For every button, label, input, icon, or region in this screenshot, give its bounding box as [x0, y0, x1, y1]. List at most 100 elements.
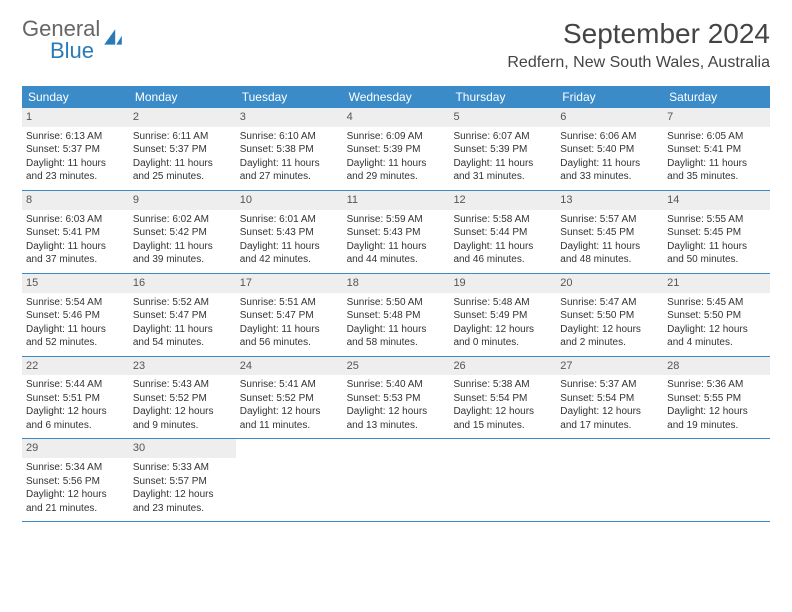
daylight-line: Daylight: 11 hours and 58 minutes. — [347, 323, 446, 350]
sunrise-line: Sunrise: 5:52 AM — [133, 296, 232, 310]
day-cell: 23Sunrise: 5:43 AMSunset: 5:52 PMDayligh… — [129, 357, 236, 439]
sunrise-line: Sunrise: 5:33 AM — [133, 461, 232, 475]
weekday-header: Tuesday — [236, 86, 343, 108]
week-row: 15Sunrise: 5:54 AMSunset: 5:46 PMDayligh… — [22, 274, 770, 357]
title-block: September 2024 Redfern, New South Wales,… — [507, 18, 770, 72]
sunrise-line: Sunrise: 5:48 AM — [453, 296, 552, 310]
sunset-line: Sunset: 5:43 PM — [347, 226, 446, 240]
sunrise-line: Sunrise: 6:01 AM — [240, 213, 339, 227]
day-cell — [449, 439, 556, 521]
day-cell: 11Sunrise: 5:59 AMSunset: 5:43 PMDayligh… — [343, 191, 450, 273]
day-cell: 18 Sunrise: 5:50 AMSunset: 5:48 PMDayligh… — [343, 274, 450, 356]
sunset-line: Sunset: 5:50 PM — [667, 309, 766, 323]
sunrise-line: Sunrise: 6:06 AM — [560, 130, 659, 144]
daylight-line: Daylight: 11 hours and 48 minutes. — [560, 240, 659, 267]
weekday-header-row: SundayMondayTuesdayWednesdayThursdayFrid… — [22, 86, 770, 108]
day-number: 11 — [343, 191, 450, 210]
daylight-line: Daylight: 11 hours and 25 minutes. — [133, 157, 232, 184]
sunset-line: Sunset: 5:41 PM — [667, 143, 766, 157]
day-number: 17 — [236, 274, 343, 293]
sunset-line: Sunset: 5:46 PM — [26, 309, 125, 323]
sunset-line: Sunset: 5:53 PM — [347, 392, 446, 406]
day-number: 24 — [236, 357, 343, 376]
location: Redfern, New South Wales, Australia — [507, 54, 770, 72]
day-number: 22 — [22, 357, 129, 376]
day-number: 28 — [663, 357, 770, 376]
daylight-line: Daylight: 11 hours and 23 minutes. — [26, 157, 125, 184]
daylight-line: Daylight: 11 hours and 54 minutes. — [133, 323, 232, 350]
day-cell: 6Sunrise: 6:06 AMSunset: 5:40 PMDaylight… — [556, 108, 663, 190]
sunset-line: Sunset: 5:49 PM — [453, 309, 552, 323]
weekday-header: Wednesday — [343, 86, 450, 108]
day-cell — [556, 439, 663, 521]
day-cell: 27Sunrise: 5:37 AMSunset: 5:54 PMDayligh… — [556, 357, 663, 439]
month-title: September 2024 — [507, 18, 770, 50]
sunrise-line: Sunrise: 6:09 AM — [347, 130, 446, 144]
weekday-header: Friday — [556, 86, 663, 108]
day-cell: 28Sunrise: 5:36 AMSunset: 5:55 PMDayligh… — [663, 357, 770, 439]
daylight-line: Daylight: 11 hours and 31 minutes. — [453, 157, 552, 184]
day-number: 15 — [22, 274, 129, 293]
daylight-line: Daylight: 12 hours and 15 minutes. — [453, 405, 552, 432]
day-cell: 3Sunrise: 6:10 AMSunset: 5:38 PMDaylight… — [236, 108, 343, 190]
day-number: 5 — [449, 108, 556, 127]
sunrise-line: Sunrise: 5:55 AM — [667, 213, 766, 227]
day-number: 20 — [556, 274, 663, 293]
sunrise-line: Sunrise: 5:44 AM — [26, 378, 125, 392]
sunset-line: Sunset: 5:47 PM — [240, 309, 339, 323]
daylight-line: Daylight: 11 hours and 27 minutes. — [240, 157, 339, 184]
daylight-line: Daylight: 11 hours and 35 minutes. — [667, 157, 766, 184]
daylight-line: Daylight: 11 hours and 50 minutes. — [667, 240, 766, 267]
daylight-line: Daylight: 12 hours and 21 minutes. — [26, 488, 125, 515]
sunset-line: Sunset: 5:52 PM — [240, 392, 339, 406]
sunrise-line: Sunrise: 6:13 AM — [26, 130, 125, 144]
daylight-line: Daylight: 11 hours and 33 minutes. — [560, 157, 659, 184]
day-number: 14 — [663, 191, 770, 210]
sunrise-line: Sunrise: 6:10 AM — [240, 130, 339, 144]
day-cell: 1Sunrise: 6:13 AMSunset: 5:37 PMDaylight… — [22, 108, 129, 190]
weekday-header: Monday — [129, 86, 236, 108]
day-cell: 25Sunrise: 5:40 AMSunset: 5:53 PMDayligh… — [343, 357, 450, 439]
week-row: 22Sunrise: 5:44 AMSunset: 5:51 PMDayligh… — [22, 357, 770, 440]
day-cell: 22Sunrise: 5:44 AMSunset: 5:51 PMDayligh… — [22, 357, 129, 439]
week-row: 1Sunrise: 6:13 AMSunset: 5:37 PMDaylight… — [22, 108, 770, 191]
sunrise-line: Sunrise: 5:58 AM — [453, 213, 552, 227]
day-cell: 10Sunrise: 6:01 AMSunset: 5:43 PMDayligh… — [236, 191, 343, 273]
day-cell: 7Sunrise: 6:05 AMSunset: 5:41 PMDaylight… — [663, 108, 770, 190]
sunset-line: Sunset: 5:55 PM — [667, 392, 766, 406]
sunset-line: Sunset: 5:48 PM — [347, 309, 446, 323]
week-row: 29Sunrise: 5:34 AMSunset: 5:56 PMDayligh… — [22, 439, 770, 522]
sunrise-line: Sunrise: 5:38 AM — [453, 378, 552, 392]
day-cell: 15Sunrise: 5:54 AMSunset: 5:46 PMDayligh… — [22, 274, 129, 356]
daylight-line: Daylight: 11 hours and 37 minutes. — [26, 240, 125, 267]
day-number: 30 — [129, 439, 236, 458]
day-cell: 8Sunrise: 6:03 AMSunset: 5:41 PMDaylight… — [22, 191, 129, 273]
day-cell: 26Sunrise: 5:38 AMSunset: 5:54 PMDayligh… — [449, 357, 556, 439]
sunset-line: Sunset: 5:54 PM — [560, 392, 659, 406]
sunrise-line: Sunrise: 5:47 AM — [560, 296, 659, 310]
day-number: 18 — [343, 274, 450, 293]
daylight-line: Daylight: 11 hours and 42 minutes. — [240, 240, 339, 267]
daylight-line: Daylight: 11 hours and 52 minutes. — [26, 323, 125, 350]
day-number: 8 — [22, 191, 129, 210]
sunset-line: Sunset: 5:37 PM — [26, 143, 125, 157]
daylight-line: Daylight: 11 hours and 44 minutes. — [347, 240, 446, 267]
day-cell: 13Sunrise: 5:57 AMSunset: 5:45 PMDayligh… — [556, 191, 663, 273]
day-cell: 19Sunrise: 5:48 AMSunset: 5:49 PMDayligh… — [449, 274, 556, 356]
daylight-line: Daylight: 12 hours and 13 minutes. — [347, 405, 446, 432]
sunrise-line: Sunrise: 5:50 AM — [347, 296, 446, 310]
day-cell: 2Sunrise: 6:11 AMSunset: 5:37 PMDaylight… — [129, 108, 236, 190]
day-cell — [343, 439, 450, 521]
sunrise-line: Sunrise: 6:07 AM — [453, 130, 552, 144]
day-cell: 30Sunrise: 5:33 AMSunset: 5:57 PMDayligh… — [129, 439, 236, 521]
sunrise-line: Sunrise: 6:02 AM — [133, 213, 232, 227]
day-cell: 16Sunrise: 5:52 AMSunset: 5:47 PMDayligh… — [129, 274, 236, 356]
day-number: 27 — [556, 357, 663, 376]
sunrise-line: Sunrise: 5:43 AM — [133, 378, 232, 392]
day-number: 19 — [449, 274, 556, 293]
sunrise-line: Sunrise: 5:37 AM — [560, 378, 659, 392]
daylight-line: Daylight: 11 hours and 29 minutes. — [347, 157, 446, 184]
daylight-line: Daylight: 12 hours and 6 minutes. — [26, 405, 125, 432]
day-number: 3 — [236, 108, 343, 127]
sunset-line: Sunset: 5:52 PM — [133, 392, 232, 406]
